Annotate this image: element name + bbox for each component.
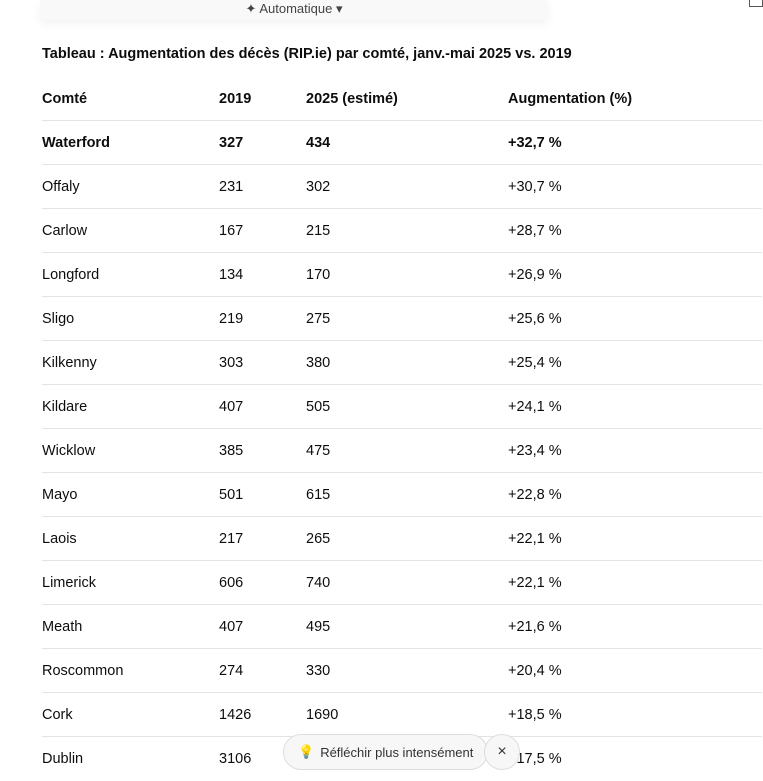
value-2019-cell: 327 [219,120,306,165]
sparkle-icon: ✦ [245,1,260,16]
value-2025-cell: 495 [306,604,508,649]
table-row: Kilkenny 303 380 +25,4 % [42,340,762,385]
value-2019-cell: 385 [219,428,306,473]
value-2025-cell: 615 [306,472,508,517]
value-2025-cell: 505 [306,384,508,429]
county-cell: Wicklow [42,428,219,473]
county-cell: Longford [42,252,219,297]
value-2019-cell: 217 [219,516,306,561]
share-icon[interactable] [749,0,763,7]
table-row: Roscommon 274 330 +20,4 % [42,648,762,693]
increase-cell: +24,1 % [508,384,762,429]
table-row: Carlow 167 215 +28,7 % [42,208,762,253]
lightbulb-icon: 💡 [298,744,315,759]
table-row: Limerick 606 740 +22,1 % [42,560,762,605]
table-row: Laois 217 265 +22,1 % [42,516,762,561]
table-header-row: Comté 2019 2025 (estimé) Augmentation (%… [42,78,762,121]
increase-cell: +20,4 % [508,648,762,693]
think-harder-button[interactable]: 💡 Réfléchir plus intensément [283,734,489,770]
value-2025-cell: 170 [306,252,508,297]
county-cell: Roscommon [42,648,219,693]
value-2025-cell: 275 [306,296,508,341]
value-2019-cell: 1426 [219,692,306,737]
value-2025-cell: 380 [306,340,508,385]
county-cell: Laois [42,516,219,561]
increase-cell: +32,7 % [508,120,762,165]
county-cell: Dublin [42,736,219,780]
table-row: Mayo 501 615 +22,8 % [42,472,762,517]
county-cell: Waterford [42,120,219,165]
increase-cell: +22,8 % [508,472,762,517]
increase-cell: +28,7 % [508,208,762,253]
increase-cell: +17,5 % [508,736,762,780]
table-row: Offaly 231 302 +30,7 % [42,164,762,209]
increase-cell: +23,4 % [508,428,762,473]
table-row: Meath 407 495 +21,6 % [42,604,762,649]
county-cell: Mayo [42,472,219,517]
value-2025-cell: 302 [306,164,508,209]
value-2019-cell: 501 [219,472,306,517]
table-row: Kildare 407 505 +24,1 % [42,384,762,429]
increase-cell: +18,5 % [508,692,762,737]
deaths-table: Comté 2019 2025 (estimé) Augmentation (%… [42,78,762,780]
table-row: Longford 134 170 +26,9 % [42,252,762,297]
value-2019-cell: 167 [219,208,306,253]
county-cell: Kildare [42,384,219,429]
header-2025: 2025 (estimé) [306,91,398,107]
value-2025-cell: 434 [306,120,508,165]
county-cell: Sligo [42,296,219,341]
header-2019: 2019 [219,91,252,107]
county-cell: Offaly [42,164,219,209]
mode-selector[interactable]: ✦ Automatique ▾ [40,0,548,20]
table-title: Tableau : Augmentation des décès (RIP.ie… [42,46,572,62]
value-2019-cell: 407 [219,604,306,649]
header-increase: Augmentation (%) [508,91,633,107]
county-cell: Cork [42,692,219,737]
county-cell: Limerick [42,560,219,605]
value-2019-cell: 219 [219,296,306,341]
increase-cell: +30,7 % [508,164,762,209]
value-2019-cell: 303 [219,340,306,385]
increase-cell: +22,1 % [508,516,762,561]
value-2019-cell: 231 [219,164,306,209]
header-county: Comté [42,91,88,107]
value-2019-cell: 274 [219,648,306,693]
value-2019-cell: 606 [219,560,306,605]
table-row: Cork 1426 1690 +18,5 % [42,692,762,737]
county-cell: Meath [42,604,219,649]
value-2025-cell: 330 [306,648,508,693]
table-row: Waterford 327 434 +32,7 % [42,120,762,165]
increase-cell: +25,6 % [508,296,762,341]
county-cell: Carlow [42,208,219,253]
increase-cell: +21,6 % [508,604,762,649]
close-button[interactable]: × [484,734,520,770]
increase-cell: +26,9 % [508,252,762,297]
value-2025-cell: 740 [306,560,508,605]
value-2025-cell: 265 [306,516,508,561]
table-row: Wicklow 385 475 +23,4 % [42,428,762,473]
increase-cell: +25,4 % [508,340,762,385]
increase-cell: +22,1 % [508,560,762,605]
value-2025-cell: 1690 [306,692,508,737]
value-2025-cell: 475 [306,428,508,473]
value-2019-cell: 407 [219,384,306,429]
value-2025-cell: 215 [306,208,508,253]
county-cell: Kilkenny [42,340,219,385]
value-2019-cell: 134 [219,252,306,297]
table-row: Sligo 219 275 +25,6 % [42,296,762,341]
